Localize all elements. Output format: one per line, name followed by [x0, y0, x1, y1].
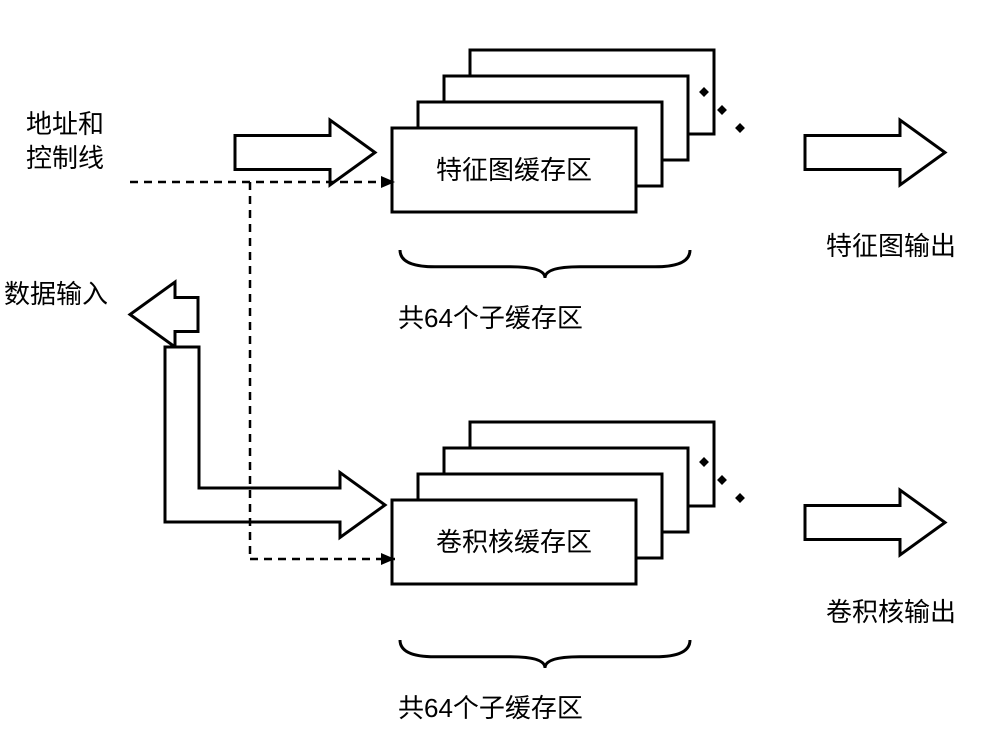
ellipsis-dot [735, 493, 745, 503]
brace-kernel [400, 640, 690, 668]
arrow-to-feature-buffer [235, 120, 375, 185]
arrow-data-input [130, 282, 198, 347]
arrow-kernel-output [805, 490, 945, 555]
feature-buffer-label: 特征图缓存区 [436, 155, 592, 185]
kernel-out-label: 卷积核输出 [826, 596, 956, 630]
arrow-feature-output [805, 120, 945, 185]
ellipsis-dot [717, 105, 727, 115]
brace-feature [400, 250, 690, 278]
sub-buf-count-1: 共64个子缓存区 [398, 302, 583, 336]
ellipsis-dot [735, 123, 745, 133]
kernel-buffer-label: 卷积核缓存区 [436, 527, 592, 557]
addr-ctrl-label: 地址和 控制线 [26, 108, 104, 176]
ellipsis-dot [717, 475, 727, 485]
sub-buf-count-2: 共64个子缓存区 [398, 692, 583, 726]
feature-out-label: 特征图输出 [826, 230, 956, 264]
data-in-label: 数据输入 [4, 278, 108, 312]
arrow-to-kernel-buffer [165, 347, 385, 538]
